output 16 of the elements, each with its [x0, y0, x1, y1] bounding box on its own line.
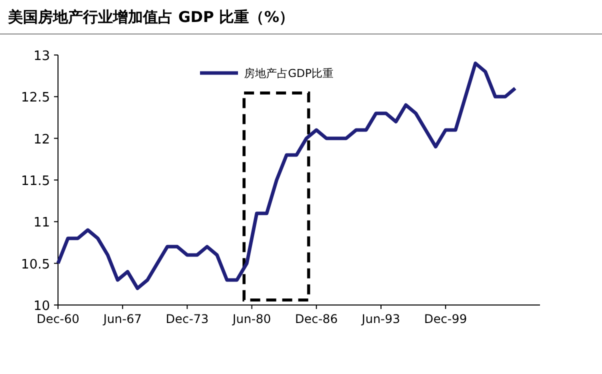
y-tick-label: 10: [33, 299, 50, 314]
x-tick-label: Dec-73: [166, 312, 209, 326]
legend-label: 房地产占GDP比重: [244, 67, 334, 80]
y-tick-label: 11.5: [21, 174, 50, 189]
x-tick-label: Dec-99: [424, 312, 467, 326]
x-tick-label: Jun-80: [232, 312, 271, 326]
x-tick-label: Dec-60: [36, 312, 80, 326]
x-tick-label: Jun-67: [102, 312, 142, 326]
y-tick-label: 12.5: [21, 90, 50, 106]
x-tick-label: Jun-93: [360, 312, 400, 326]
y-tick-label: 10.5: [21, 257, 50, 272]
y-tick-label: 11: [33, 216, 50, 231]
y-tick-label: 12: [33, 132, 50, 148]
x-tick-label: Dec-86: [294, 312, 338, 326]
title: 美国房地产行业增加值占 GDP 比重（%）: [8, 8, 294, 26]
y-tick-label: 13: [33, 49, 50, 64]
